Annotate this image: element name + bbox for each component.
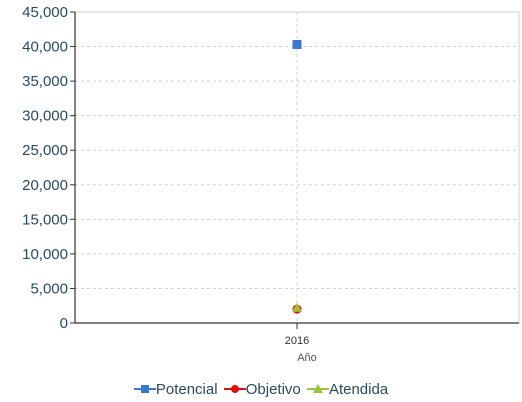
y-tick-label: 35,000	[22, 73, 68, 90]
y-tick-label: 15,000	[22, 211, 68, 228]
x-axis-ticks: 2016	[75, 322, 519, 347]
y-axis-ticks: 0 5,000 10,000 15,000 20,000 25,000 30,000 35,0…	[22, 4, 76, 332]
y-tick-label: 30,000	[22, 108, 68, 125]
grid	[74, 11, 520, 324]
data-points	[292, 39, 302, 314]
legend-item-objetivo[interactable]: Objetivo	[223, 381, 301, 398]
y-tick-label: 20,000	[22, 177, 68, 194]
legend-item-potencial[interactable]: Potencial	[133, 381, 218, 398]
y-tick-label: 40,000	[22, 39, 68, 56]
y-tick-label: 0	[60, 315, 68, 332]
chart: 0 5,000 10,000 15,000 20,000 25,000 30,000 35,0…	[22, 4, 520, 364]
legend-label: Objetivo	[245, 381, 301, 398]
legend-triangle-marker-icon	[306, 384, 329, 393]
y-tick-label: 45,000	[22, 4, 68, 21]
y-tick-label: 25,000	[22, 142, 68, 159]
point-atendida	[292, 302, 302, 312]
point-potencial	[292, 39, 302, 49]
y-tick-label: 5,000	[30, 280, 68, 297]
legend-label: Atendida	[328, 381, 389, 398]
legend-item-atendida[interactable]: Atendida	[306, 381, 389, 398]
x-axis-title: Año	[297, 352, 317, 364]
y-tick-label: 10,000	[22, 246, 68, 263]
legend: Potencial Objetivo Atendida	[0, 381, 522, 398]
legend-label: Potencial	[155, 381, 218, 398]
legend-square-marker-icon	[133, 385, 156, 393]
legend-circle-marker-icon	[223, 385, 246, 393]
x-tick-label: 2016	[285, 335, 309, 347]
